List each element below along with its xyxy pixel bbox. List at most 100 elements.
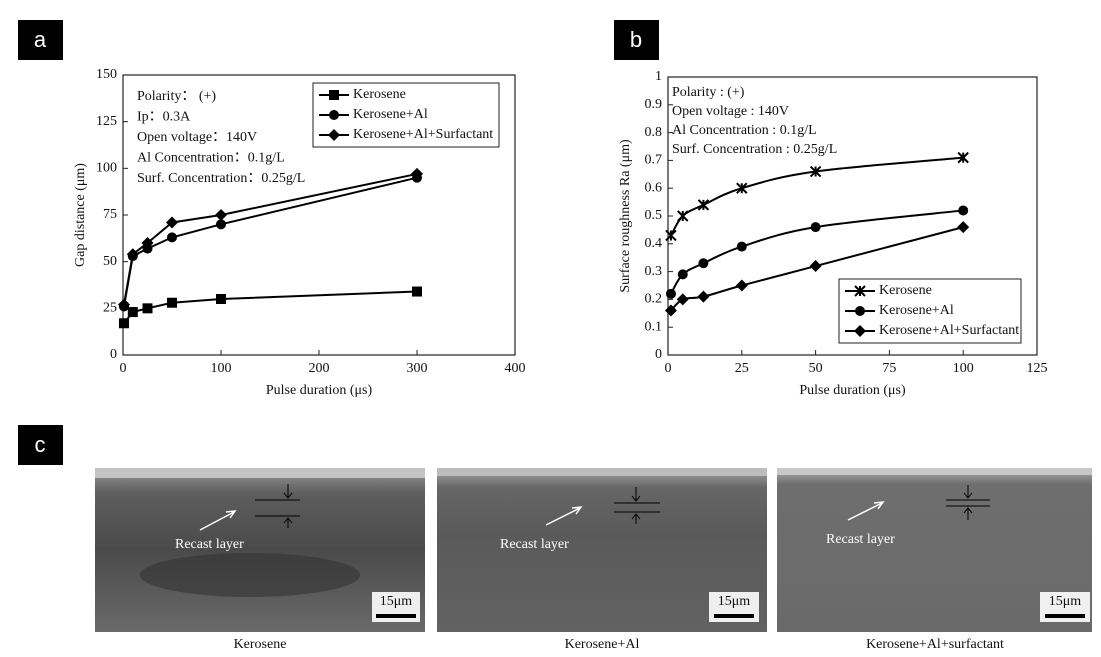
marker xyxy=(216,294,226,304)
legend-label: Kerosene+Al xyxy=(879,303,954,318)
series-line xyxy=(122,176,418,307)
micrograph-caption: Kerosene+Al xyxy=(565,637,640,652)
marker xyxy=(215,209,227,221)
chart: 0 25 50 75 100 125 0 0.1 0.2 0.3 0.4 0.5 0.6 0.7 0.8 0.… xyxy=(618,69,1047,398)
annotation: Polarity： (+) xyxy=(137,89,216,104)
marker xyxy=(854,325,866,337)
y-tick-label: 0.8 xyxy=(645,125,663,140)
x-tick-label: 25 xyxy=(735,361,749,376)
y-tick-label: 150 xyxy=(96,67,117,82)
surface xyxy=(95,468,425,478)
marker xyxy=(166,216,178,229)
marker xyxy=(697,199,710,211)
marker xyxy=(958,205,969,216)
marker xyxy=(328,129,340,141)
arrow xyxy=(963,485,973,520)
marker xyxy=(412,286,422,297)
marker xyxy=(664,304,677,317)
marker xyxy=(118,318,129,329)
surface xyxy=(777,468,1092,475)
annotation: Al Concentration : 0.1g/L xyxy=(672,123,817,138)
x-tick-label: 50 xyxy=(809,361,823,376)
x-tick-label: 100 xyxy=(953,361,974,376)
marker xyxy=(167,232,177,243)
arrow xyxy=(545,506,583,526)
marker xyxy=(855,306,865,316)
chart: 0 100 200 300 400 0 25 50 75 100 125 150 Pulse durat… xyxy=(73,67,525,398)
legend-label: Kerosene+Al+Surfactant xyxy=(879,323,1019,338)
marker xyxy=(809,260,822,273)
panel-label-box xyxy=(18,20,63,60)
x-axis-label: Pulse duration (μs) xyxy=(799,383,906,398)
x-tick-label: 200 xyxy=(309,361,330,376)
panel-label: b xyxy=(630,27,642,52)
marker xyxy=(698,258,709,269)
y-tick-label: 25 xyxy=(103,301,117,316)
micrograph-caption: Kerosene xyxy=(234,637,287,652)
arrow xyxy=(847,501,885,521)
micrograph-label: Recast layer xyxy=(826,532,895,547)
micrograph-caption: Kerosene+Al+surfactant xyxy=(866,637,1004,652)
marker xyxy=(142,303,153,314)
marker xyxy=(736,241,747,252)
panel-label-box xyxy=(18,425,63,465)
marker xyxy=(810,222,821,233)
y-axis-label: Gap distance (μm) xyxy=(73,163,88,267)
annotation: Ip：0.3A xyxy=(137,110,191,125)
series-line xyxy=(122,172,418,305)
x-tick-label: 75 xyxy=(882,361,896,376)
marker xyxy=(126,248,139,261)
y-tick-label: 0.2 xyxy=(645,292,663,307)
marker xyxy=(127,307,138,318)
y-tick-label: 0 xyxy=(110,347,117,362)
micrograph-label: Recast layer xyxy=(175,537,244,552)
marker xyxy=(957,151,969,164)
marker xyxy=(736,182,748,194)
scale-bar xyxy=(714,614,754,618)
micrograph: Recast layer 15μm Kerosene+Al xyxy=(437,468,767,652)
legend-label: Kerosene xyxy=(879,283,932,298)
x-tick-label: 0 xyxy=(120,361,127,376)
micrograph-image xyxy=(777,468,1092,632)
x-tick-label: 100 xyxy=(211,361,232,376)
marker xyxy=(809,165,822,178)
annotation: Surf. Concentration：0.25g/L xyxy=(137,171,305,186)
y-tick-label: 0.1 xyxy=(645,319,663,334)
scale-label: 15μm xyxy=(1049,594,1082,609)
marker xyxy=(167,297,177,308)
marker xyxy=(957,221,970,234)
y-tick-label: 0.6 xyxy=(645,180,663,195)
marker xyxy=(665,229,677,242)
panel-label-box xyxy=(614,20,659,60)
legend-label: Kerosene xyxy=(353,87,406,102)
dark-region xyxy=(140,553,360,597)
x-tick-label: 0 xyxy=(665,361,672,376)
micrograph: Recast layer 15μm Kerosene+Al+surfactant xyxy=(777,468,1092,652)
marker xyxy=(141,237,154,249)
micrograph-image xyxy=(95,468,425,632)
y-tick-label: 1 xyxy=(655,69,662,84)
y-tick-label: 125 xyxy=(96,114,117,129)
y-tick-label: 0 xyxy=(655,347,662,362)
y-tick-label: 75 xyxy=(103,207,117,222)
surface xyxy=(437,468,767,476)
marker xyxy=(329,90,339,100)
scale-label: 15μm xyxy=(718,594,751,609)
y-tick-label: 0.4 xyxy=(645,236,663,251)
legend-label: Kerosene+Al xyxy=(353,107,428,122)
y-tick-label: 0.9 xyxy=(645,97,663,112)
x-tick-label: 300 xyxy=(407,361,428,376)
y-tick-label: 50 xyxy=(103,254,117,269)
scale-bar xyxy=(376,614,416,618)
scale-label: 15μm xyxy=(380,594,413,609)
marker xyxy=(854,285,866,297)
micrograph-label: Recast layer xyxy=(500,537,569,552)
panel-label: c xyxy=(35,432,46,457)
annotation: Al Concentration：0.1g/L xyxy=(137,151,285,166)
marker xyxy=(411,167,423,180)
marker xyxy=(677,210,689,222)
marker xyxy=(677,269,688,280)
y-tick-label: 0.5 xyxy=(645,208,663,223)
annotation: Open voltage : 140V xyxy=(672,104,789,119)
